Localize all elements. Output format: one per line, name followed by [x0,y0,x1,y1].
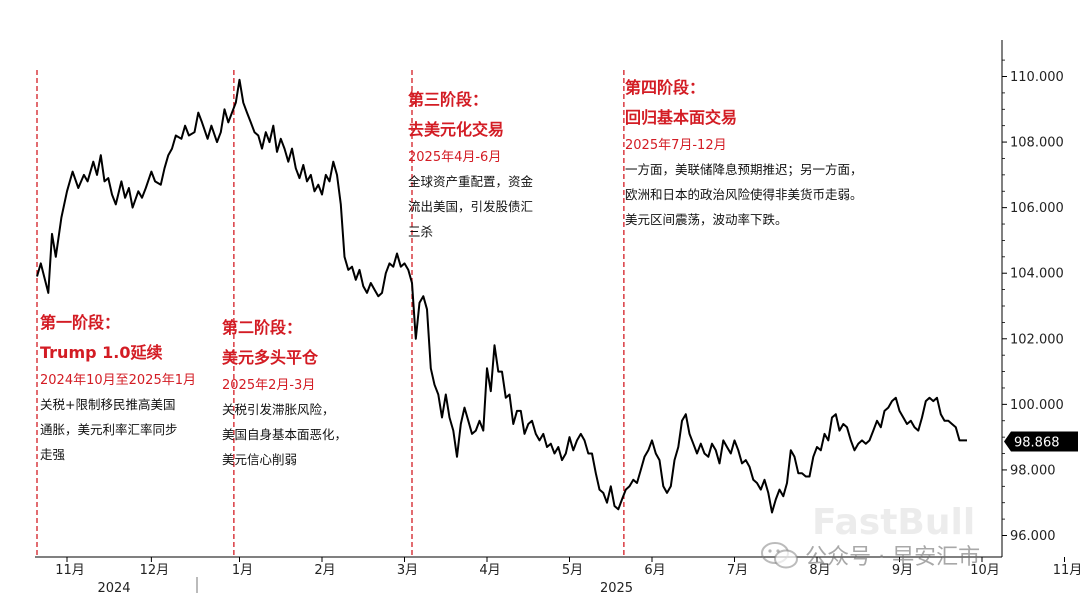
x-tick-label: 3月 [397,563,418,578]
y-tick-label: 104.000 [1010,267,1064,282]
phase-3-subtitle: 去美元化交易 [408,120,505,139]
phase-2-annotation: 第二阶段： 美元多头平仓 2025年2月-3月 关税引发滞胀风险， 美国自身基本… [222,313,347,472]
x-tick-label: 12月 [140,563,170,578]
phase-3-date: 2025年4月-6月 [408,150,502,165]
y-tick-label: 108.000 [1010,136,1064,151]
fastbull-watermark: FastBull [812,502,976,543]
axes [35,40,1065,593]
wechat-watermark: 公众号 · 早安汇市 [760,539,980,571]
phase-2-desc: 关税引发滞胀风险， 美国自身基本面恶化， 美元信心削弱 [222,402,348,467]
year-label: 2024 [97,581,130,596]
x-tick-label: 10月 [970,563,1000,578]
phase-dividers [36,70,625,557]
x-tick-label: 6月 [644,563,665,578]
y-tick-label: 98.000 [1010,463,1056,478]
phase-2-date: 2025年2月-3月 [222,378,316,393]
x-tick-label: 2月 [314,563,335,578]
phase-2-title: 第二阶段： [222,318,303,337]
phase-3-annotation: 第三阶段： 去美元化交易 2025年4月-6月 全球资产重配置，资金 流出美国，… [408,85,533,244]
phase-4-desc: 一方面，美联储降息预期推迟；另一方面， 欧洲和日本的政治风险使得非美货币走弱。 … [625,162,863,227]
x-tick-label: 5月 [562,563,583,578]
y-tick-label: 110.000 [1010,70,1064,85]
x-tick-label: 1月 [232,563,253,578]
x-tick-label: 7月 [727,563,748,578]
phase-2-subtitle: 美元多头平仓 [222,348,319,367]
wechat-icon [761,542,798,569]
y-tick-label: 96.000 [1010,529,1056,544]
x-tick-label: 8月 [809,563,830,578]
phase-4-annotation: 第四阶段： 回归基本面交易 2025年7月-12月 一方面，美联储降息预期推迟；… [625,73,863,232]
phase-1-desc: 关税+限制移民推高美国 通胀，美元利率汇率同步 走强 [40,397,178,462]
y-tick-label: 102.000 [1010,332,1064,347]
x-tick-label: 11月 [55,563,85,578]
phase-1-title: 第一阶段： [40,313,121,332]
y-tick-label: 100.000 [1010,398,1064,413]
phase-4-title: 第四阶段： [625,78,706,97]
x-tick-label: 11月 [1053,563,1080,578]
x-tick-label: 9月 [892,563,913,578]
series-area [36,78,967,514]
x-tick-label: 4月 [479,563,500,578]
phase-3-desc: 全球资产重配置，资金 流出美国，引发股债汇 三杀 [408,174,534,239]
phase-3-title: 第三阶段： [408,90,489,109]
phase-4-date: 2025年7月-12月 [625,138,727,153]
axis-labels: 96.000 98.000 100.000 102.000 104.000 106.000… [55,70,1080,596]
phase-1-annotation: 第一阶段： Trump 1.0延续 2024年10月至2025年1月 关税+限制… [40,308,196,467]
phase-1-subtitle: Trump 1.0延续 [40,343,163,362]
dxy-series-line [36,78,967,514]
wechat-account-name: 公众号 · 早安汇市 [805,545,981,570]
last-value-tag [1004,431,1078,452]
last-value-label: 98.868 [1014,435,1060,450]
phase-4-subtitle: 回归基本面交易 [625,108,738,127]
y-tick-label: 106.000 [1010,201,1064,216]
year-label: 2025 [600,581,633,596]
phase-1-date: 2024年10月至2025年1月 [40,373,196,388]
